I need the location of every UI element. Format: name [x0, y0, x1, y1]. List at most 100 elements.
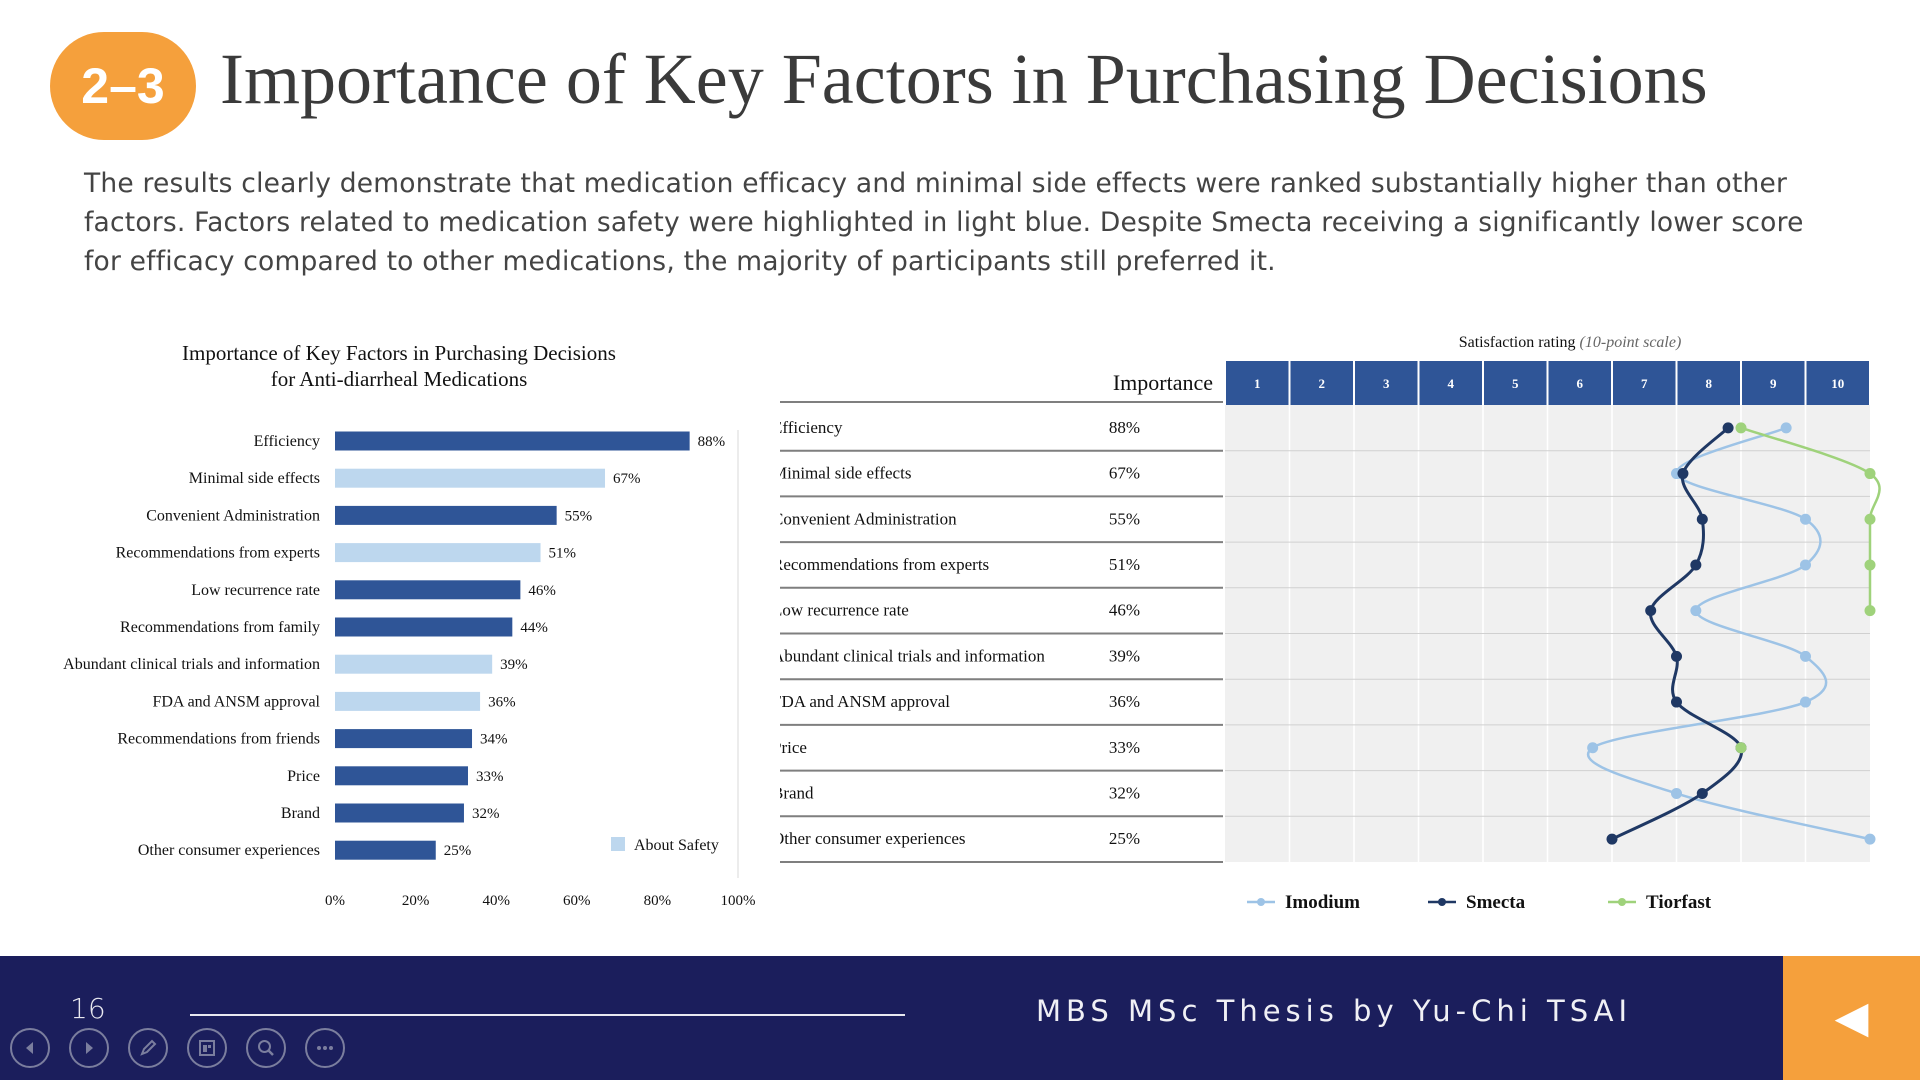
- legend-about-safety: About Safety: [634, 837, 719, 854]
- point-imodium-price: [1587, 742, 1599, 754]
- scale-header-cell-3: [1355, 361, 1418, 405]
- scale-header-label-10: 10: [1831, 376, 1844, 391]
- row-importance-brand: 32%: [1109, 783, 1140, 802]
- row-label-minimal-side-effects: Minimal side effects: [780, 464, 911, 483]
- point-imodium-fda-and-ansm-approval: [1800, 696, 1811, 708]
- bar-value-label-recommendations-from-experts: 51%: [549, 546, 577, 562]
- bar-efficiency: [335, 431, 690, 451]
- bar-value-label-efficiency: 88%: [698, 434, 726, 450]
- point-imodium-convenient-administration: [1800, 513, 1811, 525]
- row-importance-convenient-administration: 55%: [1109, 509, 1140, 528]
- series-tiorfast: [1735, 422, 1881, 754]
- row-label-brand: Brand: [780, 783, 814, 802]
- scale-header-cell-9: [1742, 361, 1805, 405]
- bar-recommendations-from-family: [335, 617, 513, 637]
- bar-value-label-minimal-side-effects: 67%: [613, 471, 641, 487]
- section-badge: 2–3: [50, 32, 196, 140]
- bar-abundant-clinical-trials-and-information: [335, 654, 493, 674]
- scale-header-label-6: 6: [1577, 376, 1584, 391]
- scale-header-label-8: 8: [1706, 376, 1713, 391]
- scale-header-label-3: 3: [1383, 376, 1390, 391]
- bar-x-tick-2: 40%: [482, 893, 510, 909]
- bar-category-label-low-recurrence-rate: Low recurrence rate: [191, 582, 320, 599]
- scale-header-cell-2: [1290, 361, 1353, 405]
- bar-value-label-price: 33%: [476, 769, 504, 785]
- satisfaction-rating-chart: Satisfaction rating (10-point scale) Imp…: [780, 334, 1881, 913]
- point-imodium-efficiency: [1780, 422, 1792, 434]
- scale-header-label-7: 7: [1641, 376, 1648, 391]
- bar-x-tick-5: 100%: [721, 893, 756, 909]
- bar-value-label-brand: 32%: [472, 806, 500, 822]
- bar-value-label-low-recurrence-rate: 46%: [528, 583, 556, 599]
- bar-category-label-other-consumer-experiences: Other consumer experiences: [138, 842, 320, 859]
- footer-bar: 16 MBS MSc Thesis by Yu-Chi TSAI ◀: [0, 956, 1920, 1080]
- series-imodium: [1586, 422, 1876, 845]
- bar-low-recurrence-rate: [335, 580, 521, 600]
- forward-icon[interactable]: [69, 1028, 109, 1068]
- scale-header-cell-4: [1419, 361, 1482, 405]
- point-smecta-abundant-clinical-trials-and-information: [1671, 650, 1682, 662]
- back-icon[interactable]: [10, 1028, 50, 1068]
- legend-label-tiorfast: Tiorfast: [1646, 892, 1712, 913]
- point-tiorfast-low-recurrence-rate: [1864, 605, 1876, 617]
- row-label-fda-and-ansm-approval: FDA and ANSM approval: [780, 692, 950, 711]
- bar-x-tick-0: 0%: [325, 893, 345, 909]
- legend-marker-tiorfast: [1618, 898, 1626, 906]
- bar-value-label-recommendations-from-friends: 34%: [480, 732, 508, 748]
- series-line-tiorfast: [1740, 426, 1881, 611]
- bar-recommendations-from-experts: [335, 543, 541, 563]
- bar-value-label-fda-and-ansm-approval: 36%: [488, 694, 515, 710]
- satisfaction-title: Satisfaction rating (10-point scale): [1459, 334, 1682, 351]
- point-smecta-other-consumer-experiences: [1606, 833, 1618, 845]
- point-smecta-low-recurrence-rate: [1645, 605, 1657, 617]
- previous-slide-button[interactable]: ◀: [1783, 956, 1920, 1080]
- bar-minimal-side-effects: [335, 468, 606, 488]
- row-importance-recommendations-from-experts: 51%: [1109, 555, 1140, 574]
- scale-header-label-5: 5: [1512, 376, 1519, 391]
- scale-header-label-4: 4: [1448, 376, 1455, 391]
- slides-icon[interactable]: [187, 1028, 227, 1068]
- scale-header-label-9: 9: [1770, 376, 1777, 391]
- point-tiorfast-efficiency: [1735, 422, 1747, 434]
- scale-header-cell-10: [1806, 361, 1869, 405]
- point-tiorfast-convenient-administration: [1864, 513, 1876, 525]
- bar-category-label-abundant-clinical-trials-and-information: Abundant clinical trials and information: [63, 656, 320, 673]
- scale-header-cell-6: [1548, 361, 1611, 405]
- point-imodium-other-consumer-experiences: [1864, 833, 1876, 845]
- point-smecta-convenient-administration: [1696, 513, 1708, 525]
- scale-header-label-1: 1: [1254, 376, 1261, 391]
- point-imodium-abundant-clinical-trials-and-information: [1800, 650, 1811, 662]
- bar-category-label-recommendations-from-family: Recommendations from family: [120, 619, 320, 636]
- bar-category-label-fda-and-ansm-approval: FDA and ANSM approval: [152, 693, 320, 710]
- zoom-icon[interactable]: [246, 1028, 286, 1068]
- point-imodium-recommendations-from-experts: [1800, 559, 1811, 571]
- point-smecta-efficiency: [1722, 422, 1734, 434]
- slide-title: Importance of Key Factors in Purchasing …: [220, 39, 1708, 119]
- bar-price: [335, 766, 468, 786]
- point-smecta-minimal-side-effects: [1677, 468, 1689, 480]
- row-label-convenient-administration: Convenient Administration: [780, 509, 957, 528]
- row-importance-price: 33%: [1109, 738, 1140, 757]
- row-importance-other-consumer-experiences: 25%: [1109, 829, 1140, 848]
- bar-x-tick-3: 60%: [563, 893, 591, 909]
- more-icon[interactable]: [305, 1028, 345, 1068]
- bar-category-label-recommendations-from-friends: Recommendations from friends: [117, 731, 320, 748]
- scale-header-label-2: 2: [1319, 376, 1326, 391]
- row-importance-fda-and-ansm-approval: 36%: [1109, 692, 1140, 711]
- bar-x-tick-4: 80%: [644, 893, 672, 909]
- row-importance-low-recurrence-rate: 46%: [1109, 601, 1140, 620]
- scale-header-cell-5: [1484, 361, 1547, 405]
- bar-brand: [335, 803, 464, 823]
- legend-label-smecta: Smecta: [1466, 892, 1526, 913]
- footer-author: MBS MSc Thesis by Yu-Chi TSAI: [1036, 994, 1633, 1028]
- pen-icon[interactable]: [128, 1028, 168, 1068]
- row-importance-minimal-side-effects: 67%: [1109, 464, 1140, 483]
- bar-fda-and-ansm-approval: [335, 691, 481, 711]
- bar-other-consumer-experiences: [335, 840, 436, 860]
- scale-header-cell-7: [1613, 361, 1676, 405]
- bar-value-label-other-consumer-experiences: 25%: [444, 843, 472, 859]
- bar-category-label-recommendations-from-experts: Recommendations from experts: [116, 545, 320, 562]
- bar-category-label-minimal-side-effects: Minimal side effects: [189, 470, 320, 487]
- point-tiorfast-price: [1735, 742, 1747, 754]
- legend-swatch-about-safety: [611, 837, 625, 851]
